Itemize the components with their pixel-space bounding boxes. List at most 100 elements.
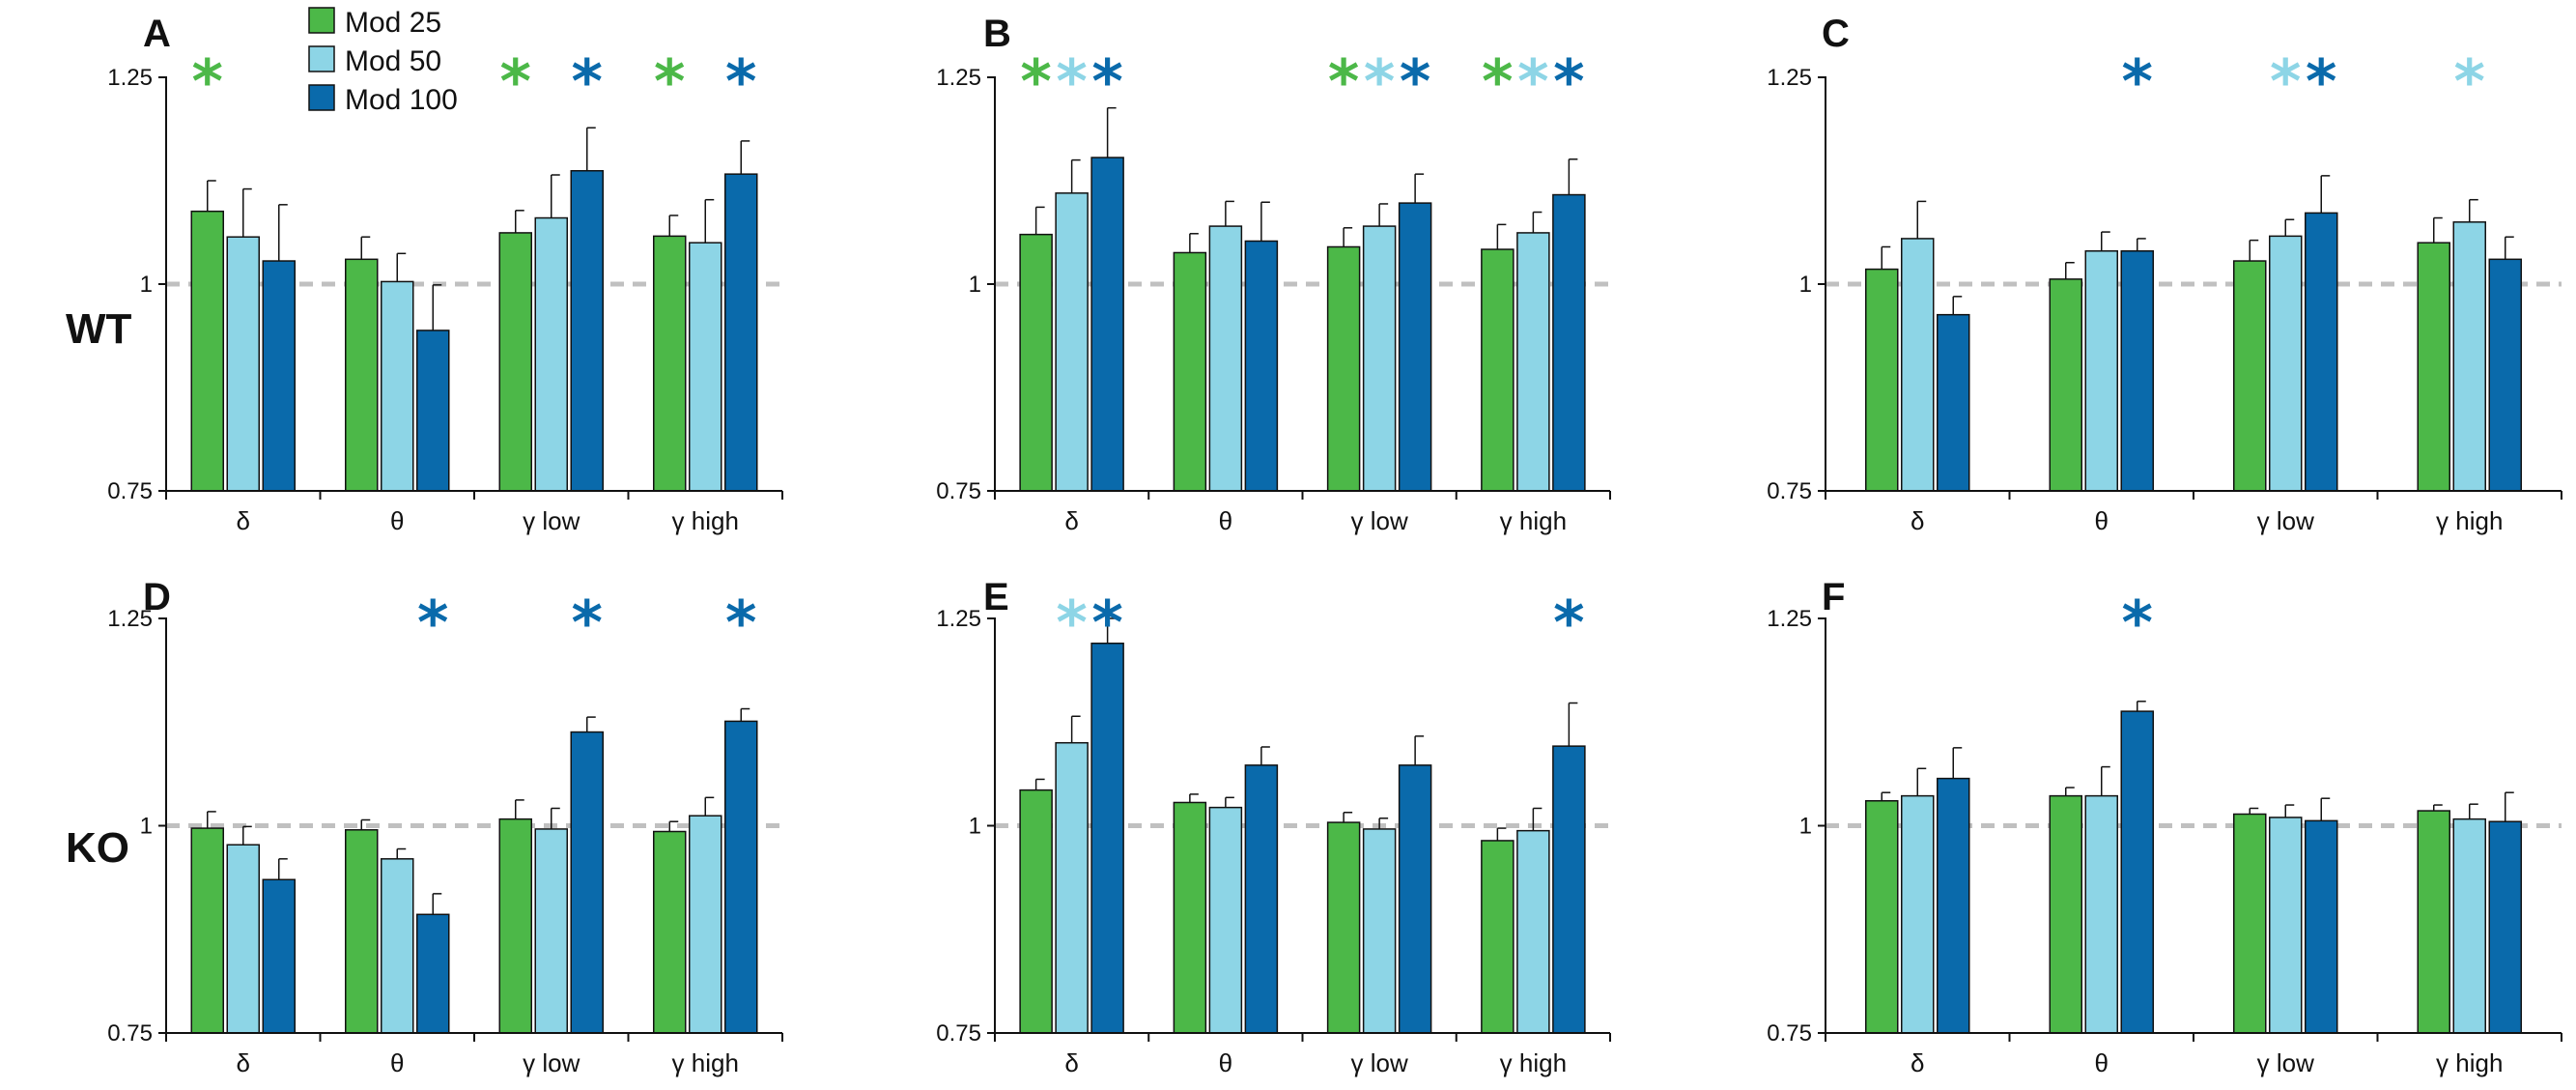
bar-d-gamma-high-s2 bbox=[689, 815, 722, 1034]
category-label-a-theta: θ bbox=[390, 506, 404, 535]
panel-letter-f: F bbox=[1822, 576, 1845, 618]
significance-star-b-gamma-low-s2: * bbox=[1364, 46, 1395, 117]
bar-f-theta-s1 bbox=[2049, 794, 2082, 1034]
category-label-e-delta: δ bbox=[1064, 1048, 1078, 1077]
category-label-c-gamma-low: γ low bbox=[2257, 506, 2314, 535]
category-label-d-theta: θ bbox=[390, 1048, 404, 1077]
category-label-b-delta: δ bbox=[1064, 506, 1078, 535]
panel-letter-d: D bbox=[143, 576, 171, 618]
significance-star-d-theta-s3: * bbox=[417, 588, 448, 658]
legend-label-mod100: Mod 100 bbox=[345, 84, 458, 116]
bar-e-gamma-high-s3 bbox=[1552, 745, 1586, 1034]
legend-swatch-mod25 bbox=[308, 7, 335, 34]
bar-f-gamma-high-s3 bbox=[2488, 820, 2522, 1034]
significance-star-a-gamma-low-s3: * bbox=[572, 46, 603, 117]
significance-star-b-gamma-high-s2: * bbox=[1517, 46, 1548, 117]
bar-e-gamma-low-s1 bbox=[1326, 821, 1361, 1034]
significance-star-c-gamma-high-s2: * bbox=[2454, 46, 2485, 117]
bar-b-gamma-low-s1 bbox=[1326, 245, 1361, 492]
bar-c-gamma-high-s3 bbox=[2488, 258, 2522, 492]
bar-e-theta-s3 bbox=[1244, 764, 1279, 1034]
bar-a-delta-s1 bbox=[190, 210, 224, 492]
panel-letter-b: B bbox=[983, 13, 1011, 55]
significance-star-b-gamma-high-s1: * bbox=[1482, 46, 1513, 117]
bar-e-delta-s3 bbox=[1090, 642, 1124, 1034]
significance-star-b-delta-s2: * bbox=[1056, 46, 1087, 117]
bar-d-theta-s2 bbox=[381, 858, 414, 1034]
bar-b-delta-s3 bbox=[1090, 157, 1124, 492]
y-tick-label-c-1: 1 bbox=[1799, 272, 1812, 298]
y-tick-label-c-0: 0.75 bbox=[1767, 478, 1812, 504]
bar-a-gamma-high-s3 bbox=[724, 173, 758, 492]
bar-c-gamma-low-s3 bbox=[2305, 212, 2338, 492]
bar-d-gamma-high-s1 bbox=[653, 830, 687, 1034]
y-tick-label-e-1: 1 bbox=[969, 814, 981, 840]
bar-a-gamma-low-s1 bbox=[498, 232, 532, 492]
bar-b-gamma-high-s3 bbox=[1552, 193, 1586, 492]
bar-a-delta-s3 bbox=[262, 260, 296, 492]
significance-star-d-gamma-low-s3: * bbox=[572, 588, 603, 658]
bar-d-gamma-low-s1 bbox=[498, 818, 532, 1034]
category-label-a-gamma-high: γ high bbox=[672, 506, 739, 535]
category-label-d-gamma-low: γ low bbox=[523, 1048, 580, 1077]
category-label-f-gamma-low: γ low bbox=[2257, 1048, 2314, 1077]
significance-star-b-gamma-high-s3: * bbox=[1553, 46, 1584, 117]
bar-b-delta-s1 bbox=[1019, 233, 1053, 492]
bar-f-theta-s2 bbox=[2084, 794, 2118, 1034]
category-label-a-gamma-low: γ low bbox=[523, 506, 580, 535]
y-tick-label-d-0: 0.75 bbox=[107, 1020, 153, 1047]
category-label-c-delta: δ bbox=[1911, 506, 1924, 535]
panel-letter-e: E bbox=[983, 576, 1009, 618]
bar-f-gamma-high-s1 bbox=[2417, 810, 2450, 1034]
legend: Mod 25 Mod 50 Mod 100 bbox=[308, 7, 458, 116]
bar-f-gamma-high-s2 bbox=[2452, 818, 2486, 1034]
legend-swatch-mod100 bbox=[308, 84, 335, 111]
bar-c-delta-s3 bbox=[1937, 313, 1970, 492]
panel-f: Fδ * θ γ low γ high 0.75 1 1.25 bbox=[1767, 576, 2562, 1077]
bar-b-gamma-high-s2 bbox=[1516, 232, 1550, 492]
significance-star-c-gamma-low-s2: * bbox=[2270, 46, 2301, 117]
row-label-wt: WT bbox=[66, 305, 132, 353]
bar-c-theta-s2 bbox=[2084, 250, 2118, 492]
bar-d-gamma-low-s2 bbox=[534, 828, 568, 1034]
bar-e-gamma-low-s2 bbox=[1362, 828, 1397, 1034]
category-label-b-gamma-high: γ high bbox=[1500, 506, 1567, 535]
panel-letter-c: C bbox=[1822, 13, 1850, 55]
bar-f-delta-s2 bbox=[1901, 794, 1935, 1034]
bar-a-gamma-high-s1 bbox=[653, 235, 687, 492]
bar-d-delta-s3 bbox=[262, 878, 296, 1034]
significance-star-a-gamma-high-s1: * bbox=[654, 46, 685, 117]
bar-d-gamma-low-s3 bbox=[570, 731, 604, 1034]
bar-d-delta-s2 bbox=[226, 844, 260, 1034]
bar-a-theta-s3 bbox=[416, 330, 450, 492]
bar-f-gamma-low-s3 bbox=[2305, 819, 2338, 1034]
bar-f-theta-s3 bbox=[2120, 710, 2154, 1034]
y-tick-label-c-2: 1.25 bbox=[1767, 65, 1812, 91]
category-label-e-theta: θ bbox=[1219, 1048, 1232, 1077]
y-tick-label-a-2: 1.25 bbox=[107, 65, 153, 91]
panel-a: A * δ θ * * γ low * * γ high 0.75 1 1.25 bbox=[107, 13, 783, 535]
bar-a-theta-s2 bbox=[381, 280, 414, 492]
bar-e-gamma-low-s3 bbox=[1398, 764, 1432, 1034]
significance-star-c-gamma-low-s3: * bbox=[2306, 46, 2336, 117]
y-tick-label-f-2: 1.25 bbox=[1767, 606, 1812, 632]
bar-b-delta-s2 bbox=[1055, 192, 1089, 492]
category-label-d-gamma-high: γ high bbox=[672, 1048, 739, 1077]
bar-f-delta-s3 bbox=[1937, 777, 1970, 1034]
category-label-b-gamma-low: γ low bbox=[1351, 506, 1408, 535]
bar-e-delta-s2 bbox=[1055, 741, 1089, 1034]
bar-d-gamma-high-s3 bbox=[724, 720, 758, 1034]
bar-e-theta-s2 bbox=[1208, 806, 1243, 1034]
y-tick-label-b-2: 1.25 bbox=[936, 65, 981, 91]
bar-b-theta-s3 bbox=[1244, 240, 1279, 492]
significance-star-f-theta-s3: * bbox=[2122, 588, 2153, 658]
bar-c-gamma-low-s2 bbox=[2269, 235, 2303, 492]
significance-star-a-gamma-low-s1: * bbox=[500, 46, 531, 117]
y-tick-label-e-2: 1.25 bbox=[936, 606, 981, 632]
y-tick-label-d-2: 1.25 bbox=[107, 606, 153, 632]
significance-star-c-theta-s3: * bbox=[2122, 46, 2153, 117]
bar-c-delta-s1 bbox=[1865, 268, 1899, 492]
significance-star-e-delta-s3: * bbox=[1091, 588, 1122, 658]
